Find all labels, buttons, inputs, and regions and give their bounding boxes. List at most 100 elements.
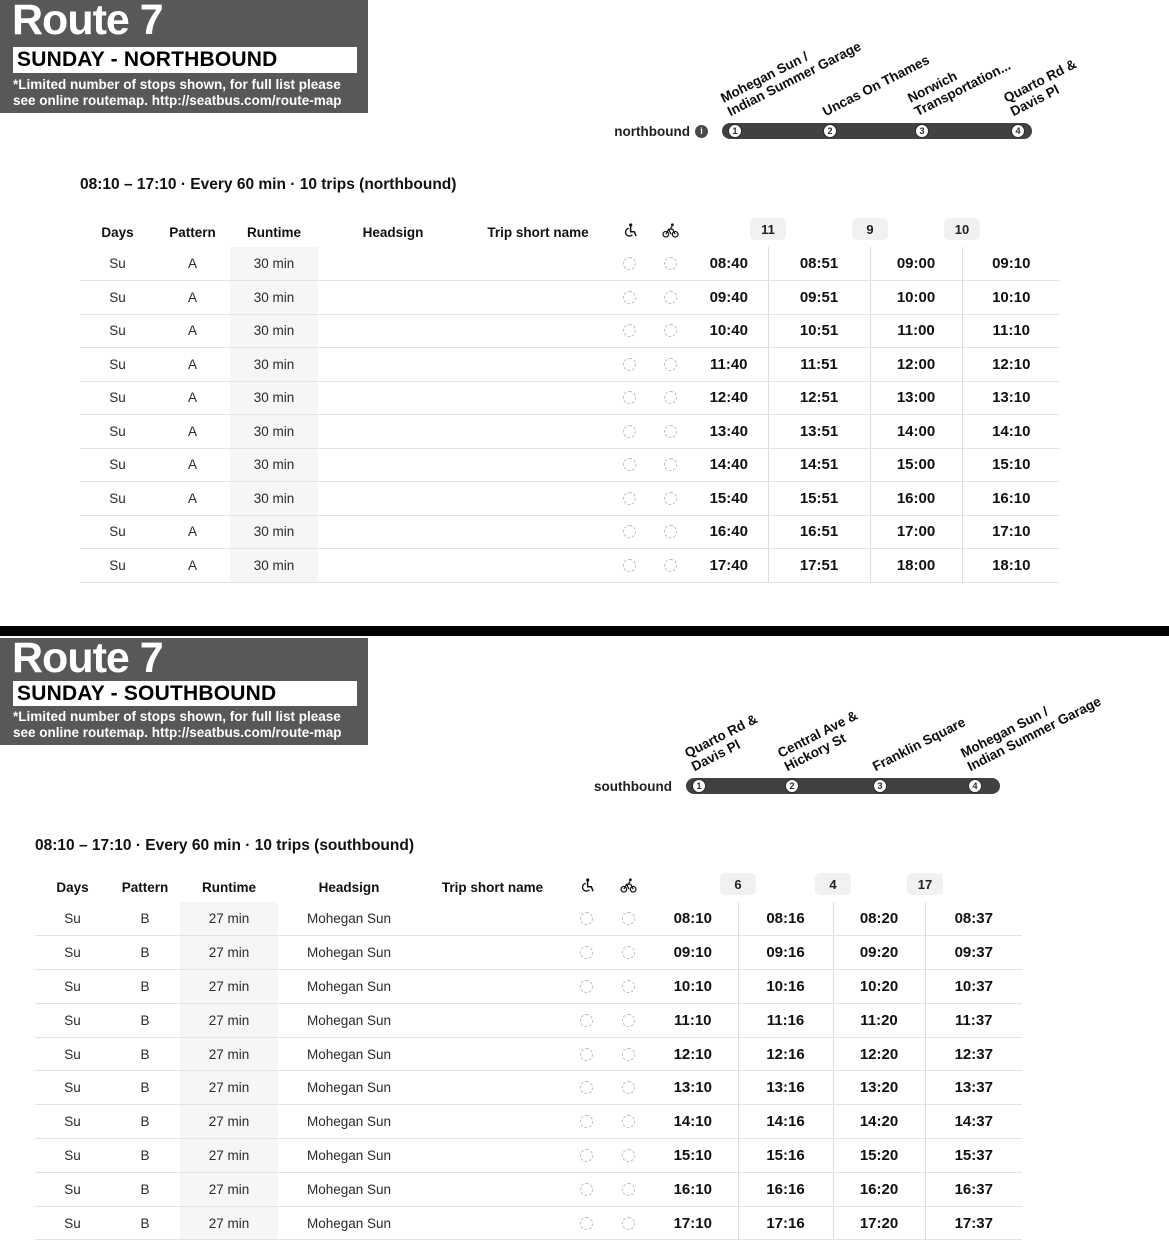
loading-spinner-icon — [650, 515, 690, 549]
time-cell: 13:51 — [767, 414, 870, 449]
time-cell: 15:00 — [869, 448, 962, 482]
diagram-stop-label: Central Ave & Hickory St — [775, 707, 860, 774]
spinner-circle — [663, 491, 677, 505]
spinner-circle — [622, 290, 636, 304]
time-cell: 16:10 — [648, 1172, 738, 1207]
trip-short-name-cell — [468, 515, 608, 549]
pattern-cell: B — [110, 1003, 180, 1038]
runtime-cell: 27 min — [180, 1206, 278, 1241]
headsign-cell: Mohegan Sun — [278, 1003, 420, 1038]
runtime-cell: 27 min — [180, 902, 278, 937]
runtime-cell: 30 min — [230, 247, 318, 281]
time-cell: 13:37 — [924, 1070, 1022, 1106]
spinner-circle — [663, 324, 677, 338]
time-cell: 11:37 — [924, 1003, 1022, 1038]
diagram-stop-label: Quarto Rd & Davis Pl — [1001, 55, 1079, 119]
pattern-cell: A — [155, 481, 230, 516]
stop-badge[interactable]: 6 — [720, 873, 756, 895]
headsign-cell — [318, 515, 468, 549]
trip-row: Su A 30 min 08:40 08:51 09:00 09:10 — [80, 247, 1060, 281]
pattern-cell: B — [110, 1138, 180, 1173]
loading-spinner-icon — [608, 548, 650, 583]
spinner-circle — [621, 1182, 635, 1196]
headsign-cell: Mohegan Sun — [278, 969, 420, 1004]
diagram-stop-dot: 4 — [968, 779, 982, 793]
headsign-cell — [318, 448, 468, 482]
runtime-cell: 27 min — [180, 1172, 278, 1207]
stop-badge[interactable]: 9 — [852, 218, 888, 240]
headsign-cell: Mohegan Sun — [278, 1172, 420, 1207]
trip-row: Su B 27 min Mohegan Sun 15:10 15:16 15:20 15:37 — [35, 1138, 1022, 1173]
stop-badge[interactable]: 11 — [750, 218, 786, 240]
time-cell: 09:10 — [961, 247, 1060, 281]
loading-spinner-icon — [650, 481, 690, 516]
time-cell: 12:16 — [737, 1037, 833, 1072]
trip-short-name-cell — [468, 381, 608, 415]
timetable-summary: 08:10 – 17:10 · Every 60 min · 10 trips … — [80, 176, 457, 193]
runtime-cell: 27 min — [180, 1138, 278, 1173]
time-cell: 10:10 — [961, 280, 1060, 315]
bike-icon — [650, 217, 690, 247]
time-cell: 08:10 — [648, 902, 738, 937]
days-cell: Su — [35, 1037, 110, 1072]
pattern-cell: B — [110, 969, 180, 1004]
column-header-days: Days — [101, 224, 134, 240]
direction-label-text: southbound — [594, 778, 672, 794]
time-cell: 08:16 — [737, 902, 833, 937]
trip-row: Su B 27 min Mohegan Sun 17:10 17:16 17:20 17:37 — [35, 1206, 1022, 1241]
time-cell: 09:00 — [869, 247, 962, 281]
spinner-circle — [580, 1216, 593, 1230]
diagram-stop-label: Quarto Rd & Davis Pl — [682, 710, 760, 774]
pattern-cell: A — [155, 247, 230, 281]
days-cell: Su — [80, 481, 155, 516]
column-header-runtime: Runtime — [247, 224, 301, 240]
headsign-cell: Mohegan Sun — [278, 1037, 420, 1072]
loading-spinner-icon — [608, 1138, 648, 1173]
diagram-stop-dot: 4 — [1011, 124, 1025, 138]
stop-badge[interactable]: 4 — [815, 873, 851, 895]
diagram-stop-dot: 3 — [873, 779, 887, 793]
loading-spinner-icon — [608, 1003, 648, 1038]
spinner-circle — [621, 946, 635, 960]
loading-spinner-icon — [650, 414, 690, 449]
spinner-circle — [580, 1081, 593, 1095]
time-cell: 14:51 — [767, 448, 870, 482]
time-cell: 11:00 — [869, 314, 962, 348]
time-cell: 14:20 — [832, 1104, 925, 1140]
time-cell: 10:20 — [832, 969, 925, 1004]
info-icon[interactable] — [695, 124, 708, 138]
spinner-circle — [621, 1013, 635, 1027]
time-cell: 16:40 — [690, 515, 768, 549]
route-note-line1: *Limited number of stops shown, for full… — [13, 77, 341, 92]
headsign-cell: Mohegan Sun — [278, 902, 420, 937]
time-cell: 11:20 — [832, 1003, 925, 1038]
diagram-stop-label: Franklin Square — [870, 714, 968, 774]
time-cell: 16:10 — [961, 481, 1060, 516]
time-cell: 10:51 — [767, 314, 870, 348]
time-cell: 12:00 — [869, 347, 962, 382]
trip-row: Su A 30 min 17:40 17:51 18:00 18:10 — [80, 548, 1060, 583]
time-cell: 17:51 — [767, 548, 870, 583]
time-cell: 09:37 — [924, 935, 1022, 971]
trip-row: Su B 27 min Mohegan Sun 16:10 16:16 16:20 16:37 — [35, 1172, 1022, 1207]
trip-short-name-cell — [468, 314, 608, 348]
time-cell: 17:20 — [832, 1206, 925, 1241]
spinner-circle — [663, 424, 677, 438]
spinner-circle — [621, 1216, 635, 1230]
time-cell: 11:40 — [690, 347, 768, 382]
pattern-cell: B — [110, 1206, 180, 1241]
stop-badge[interactable]: 10 — [944, 218, 980, 240]
stop-badge[interactable]: 17 — [907, 873, 943, 895]
direction-label: southbound — [420, 777, 672, 795]
direction-label-text: northbound — [614, 123, 690, 139]
pattern-cell: B — [110, 1172, 180, 1207]
loading-spinner-icon — [650, 381, 690, 415]
time-cell: 13:40 — [690, 414, 768, 449]
runtime-cell: 27 min — [180, 935, 278, 971]
column-header-days: Days — [56, 879, 89, 895]
pattern-cell: A — [155, 347, 230, 382]
time-cell: 16:37 — [924, 1172, 1022, 1207]
loading-spinner-icon — [608, 280, 650, 315]
spinner-circle — [663, 257, 677, 270]
loading-spinner-icon — [608, 1172, 648, 1207]
